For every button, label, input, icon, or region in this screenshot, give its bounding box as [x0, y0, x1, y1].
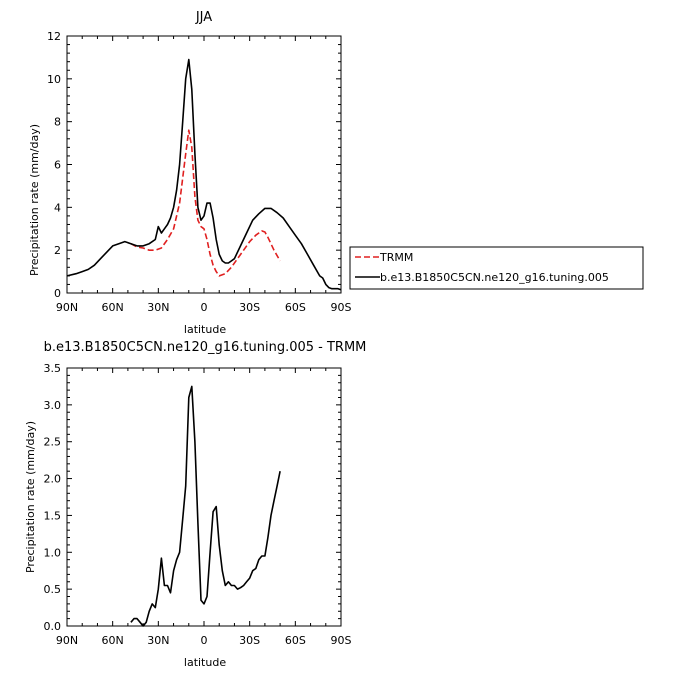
- x-tick-label: 0: [201, 634, 208, 647]
- legend-label-trmm: TRMM: [379, 251, 413, 264]
- x-tick-label: 90S: [331, 301, 352, 314]
- bottom-chart-series: [130, 385, 281, 627]
- y-tick-label: 6: [54, 159, 61, 172]
- y-tick-label: 3.0: [44, 399, 62, 412]
- x-tick-label: 30S: [239, 301, 260, 314]
- y-tick-label: 2: [54, 244, 61, 257]
- bottom-chart-xlabel: latitude: [184, 656, 226, 669]
- bottom-chart-plot-frame: [66, 367, 342, 627]
- top-chart-series: [66, 58, 342, 291]
- legend: TRMM b.e13.B1850C5CN.ne120_g16.tuning.00…: [349, 246, 644, 290]
- y-tick-label: 12: [47, 30, 61, 43]
- x-tick-label: 30N: [147, 301, 169, 314]
- y-tick-label: 0.0: [44, 620, 62, 633]
- y-tick-label: 2.5: [44, 436, 62, 449]
- y-tick-label: 1.0: [44, 546, 62, 559]
- x-tick-label: 90N: [56, 634, 78, 647]
- bottom-chart: b.e13.B1850C5CN.ne120_g16.tuning.005 - T…: [24, 340, 366, 669]
- x-tick-label: 60N: [102, 301, 124, 314]
- x-tick-label: 30N: [147, 634, 169, 647]
- y-tick-label: 1.5: [44, 509, 62, 522]
- top-chart-ticks: 90N 60N 30N 0 30S 60S 90S 0 2 4 6 8 10 12: [47, 30, 352, 314]
- y-tick-label: 0.5: [44, 583, 62, 596]
- y-tick-label: 10: [47, 73, 61, 86]
- chart1-series-line-0: [130, 385, 281, 627]
- y-tick-label: 0: [54, 287, 61, 300]
- chart0-series-line-0: [130, 129, 281, 277]
- y-tick-label: 4: [54, 201, 61, 214]
- y-tick-label: 8: [54, 116, 61, 129]
- bottom-chart-title: b.e13.B1850C5CN.ne120_g16.tuning.005 - T…: [44, 340, 367, 355]
- x-tick-label: 90N: [56, 301, 78, 314]
- chart0-series-line-1: [66, 58, 342, 291]
- bottom-chart-ylabel: Precipitation rate (mm/day): [24, 421, 37, 573]
- x-tick-label: 60N: [102, 634, 124, 647]
- legend-label-model: b.e13.B1850C5CN.ne120_g16.tuning.005: [380, 271, 609, 284]
- bottom-chart-ticks: 90N 60N 30N 0 30S 60S 90S 0.0 0.5 1.0 1.5 2.0 2.5 3.0…: [44, 362, 352, 647]
- x-tick-label: 60S: [285, 301, 306, 314]
- top-chart-xlabel: latitude: [184, 323, 226, 336]
- x-tick-label: 30S: [239, 634, 260, 647]
- top-chart: JJA 90N 60N 30N 0 30S 60S 90S 0 2 4 6 8 10 12 latitud…: [28, 10, 644, 336]
- y-tick-label: 2.0: [44, 473, 62, 486]
- x-tick-label: 90S: [331, 634, 352, 647]
- top-chart-plot-frame: [66, 35, 342, 294]
- top-chart-ylabel: Precipitation rate (mm/day): [28, 124, 41, 276]
- top-chart-title: JJA: [195, 10, 212, 25]
- x-tick-label: 60S: [285, 634, 306, 647]
- x-tick-label: 0: [201, 301, 208, 314]
- y-tick-label: 3.5: [44, 362, 62, 375]
- legend-box: [349, 246, 644, 290]
